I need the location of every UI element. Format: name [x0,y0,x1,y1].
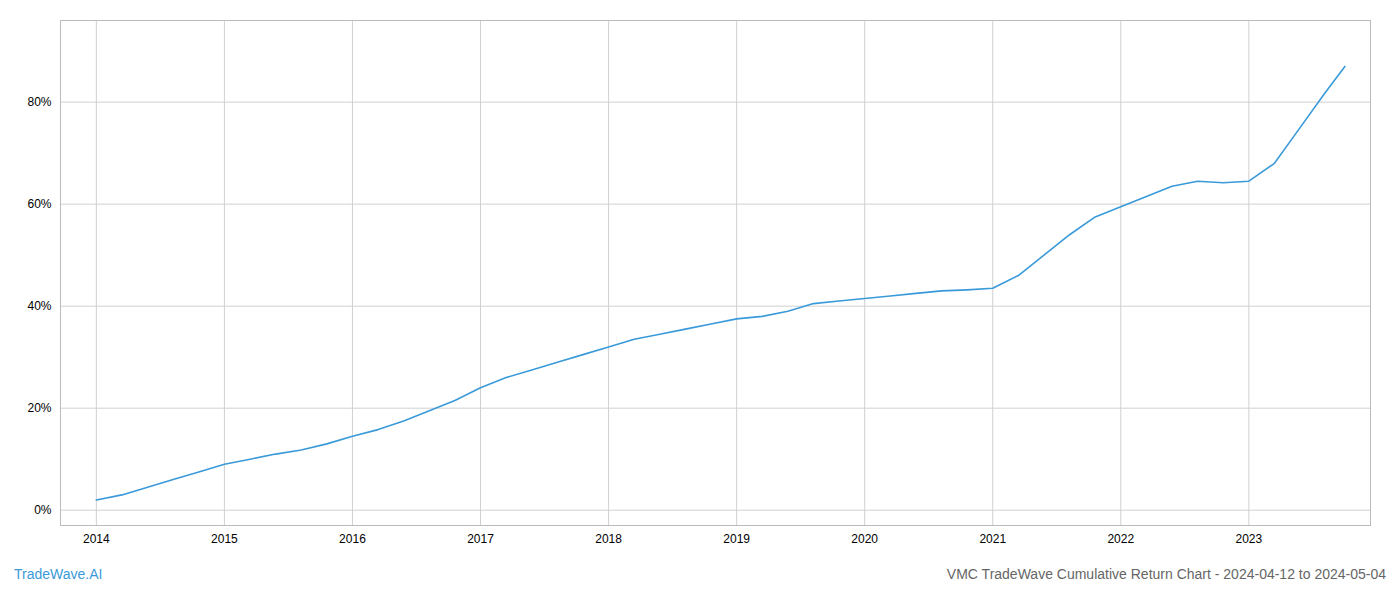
svg-text:60%: 60% [27,197,51,211]
svg-text:20%: 20% [27,401,51,415]
svg-text:0%: 0% [34,503,52,517]
svg-text:2023: 2023 [1235,532,1262,546]
svg-text:2017: 2017 [467,532,494,546]
svg-text:2014: 2014 [83,532,110,546]
svg-text:2018: 2018 [595,532,622,546]
html-text:VMC TradeWave Cumulative Retur: VMC TradeWave Cumulative Return Chart - … [946,566,1386,582]
svg-text:2020: 2020 [851,532,878,546]
svg-text:40%: 40% [27,299,51,313]
html-text:TradeWave.AI: TradeWave.AI [14,566,103,582]
svg-text:2022: 2022 [1107,532,1134,546]
svg-text:80%: 80% [27,95,51,109]
svg-text:2015: 2015 [211,532,238,546]
svg-text:2016: 2016 [339,532,366,546]
svg-text:2021: 2021 [979,532,1006,546]
svg-text:2019: 2019 [723,532,750,546]
